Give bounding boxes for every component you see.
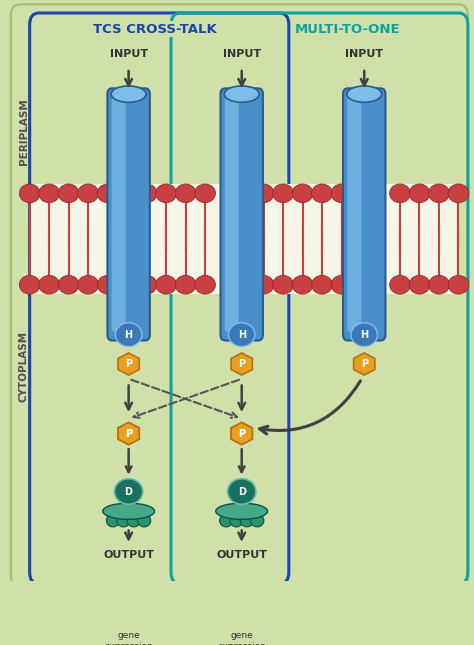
FancyBboxPatch shape	[112, 97, 126, 332]
Ellipse shape	[292, 184, 313, 203]
Text: gene
expression: gene expression	[104, 631, 153, 645]
Ellipse shape	[107, 514, 119, 527]
Text: H: H	[360, 330, 368, 340]
Ellipse shape	[58, 275, 79, 294]
FancyBboxPatch shape	[225, 97, 239, 332]
Ellipse shape	[19, 275, 40, 294]
Ellipse shape	[273, 275, 293, 294]
Ellipse shape	[312, 275, 332, 294]
Polygon shape	[231, 353, 252, 375]
Polygon shape	[231, 422, 252, 444]
Text: H: H	[125, 330, 133, 340]
Ellipse shape	[136, 275, 157, 294]
Polygon shape	[118, 353, 139, 375]
Ellipse shape	[195, 184, 216, 203]
Ellipse shape	[97, 184, 118, 203]
FancyBboxPatch shape	[108, 88, 150, 341]
Text: P: P	[125, 428, 132, 439]
Ellipse shape	[230, 514, 243, 527]
Polygon shape	[231, 422, 252, 444]
Ellipse shape	[137, 514, 151, 527]
Ellipse shape	[39, 275, 60, 294]
Ellipse shape	[111, 86, 146, 103]
Text: TCS CROSS-TALK: TCS CROSS-TALK	[92, 23, 217, 35]
Ellipse shape	[175, 275, 196, 294]
FancyBboxPatch shape	[343, 88, 385, 341]
FancyBboxPatch shape	[347, 97, 361, 332]
Ellipse shape	[19, 184, 40, 203]
Ellipse shape	[175, 184, 196, 203]
Text: OUTPUT: OUTPUT	[216, 550, 267, 561]
Text: D: D	[238, 486, 246, 497]
FancyBboxPatch shape	[220, 88, 263, 341]
Polygon shape	[354, 353, 375, 375]
Ellipse shape	[251, 514, 264, 527]
Ellipse shape	[428, 184, 449, 203]
Ellipse shape	[78, 184, 99, 203]
Ellipse shape	[312, 184, 332, 203]
Text: P: P	[125, 428, 132, 439]
Text: P: P	[238, 428, 245, 439]
Ellipse shape	[253, 275, 274, 294]
Text: D: D	[125, 486, 133, 497]
Text: P: P	[361, 359, 368, 369]
Ellipse shape	[97, 275, 118, 294]
Ellipse shape	[448, 184, 469, 203]
Ellipse shape	[428, 275, 449, 294]
Ellipse shape	[448, 275, 469, 294]
Ellipse shape	[273, 184, 293, 203]
Text: H: H	[237, 330, 246, 340]
Text: P: P	[125, 359, 132, 369]
Polygon shape	[118, 422, 139, 444]
Ellipse shape	[115, 479, 143, 504]
Ellipse shape	[240, 514, 254, 527]
Ellipse shape	[228, 479, 256, 504]
Ellipse shape	[390, 275, 410, 294]
Text: INPUT: INPUT	[223, 48, 261, 59]
Ellipse shape	[116, 322, 142, 346]
Ellipse shape	[409, 184, 430, 203]
Ellipse shape	[39, 184, 60, 203]
Ellipse shape	[331, 275, 352, 294]
Ellipse shape	[156, 275, 176, 294]
Ellipse shape	[351, 322, 377, 346]
Text: MULTI-TO-ONE: MULTI-TO-ONE	[295, 23, 401, 35]
Ellipse shape	[292, 275, 313, 294]
Ellipse shape	[58, 184, 79, 203]
Ellipse shape	[409, 275, 430, 294]
Ellipse shape	[156, 184, 176, 203]
Text: INPUT: INPUT	[345, 48, 383, 59]
Text: CYTOPLASM: CYTOPLASM	[18, 331, 28, 402]
FancyBboxPatch shape	[11, 5, 468, 587]
Ellipse shape	[216, 503, 268, 519]
Ellipse shape	[228, 322, 255, 346]
Ellipse shape	[253, 184, 274, 203]
Text: OUTPUT: OUTPUT	[103, 550, 154, 561]
Ellipse shape	[219, 514, 233, 527]
Polygon shape	[118, 422, 139, 444]
Ellipse shape	[195, 275, 216, 294]
Ellipse shape	[117, 514, 130, 527]
Ellipse shape	[331, 184, 352, 203]
Text: P: P	[238, 428, 245, 439]
Text: P: P	[238, 359, 245, 369]
Ellipse shape	[390, 184, 410, 203]
Ellipse shape	[103, 503, 155, 519]
Ellipse shape	[127, 514, 140, 527]
Ellipse shape	[78, 275, 99, 294]
Ellipse shape	[224, 86, 259, 103]
Text: gene
expression: gene expression	[217, 631, 266, 645]
Text: PERIPLASM: PERIPLASM	[18, 99, 28, 165]
Text: INPUT: INPUT	[109, 48, 148, 59]
Ellipse shape	[347, 86, 382, 103]
Ellipse shape	[136, 184, 157, 203]
Bar	[30, 184, 458, 294]
